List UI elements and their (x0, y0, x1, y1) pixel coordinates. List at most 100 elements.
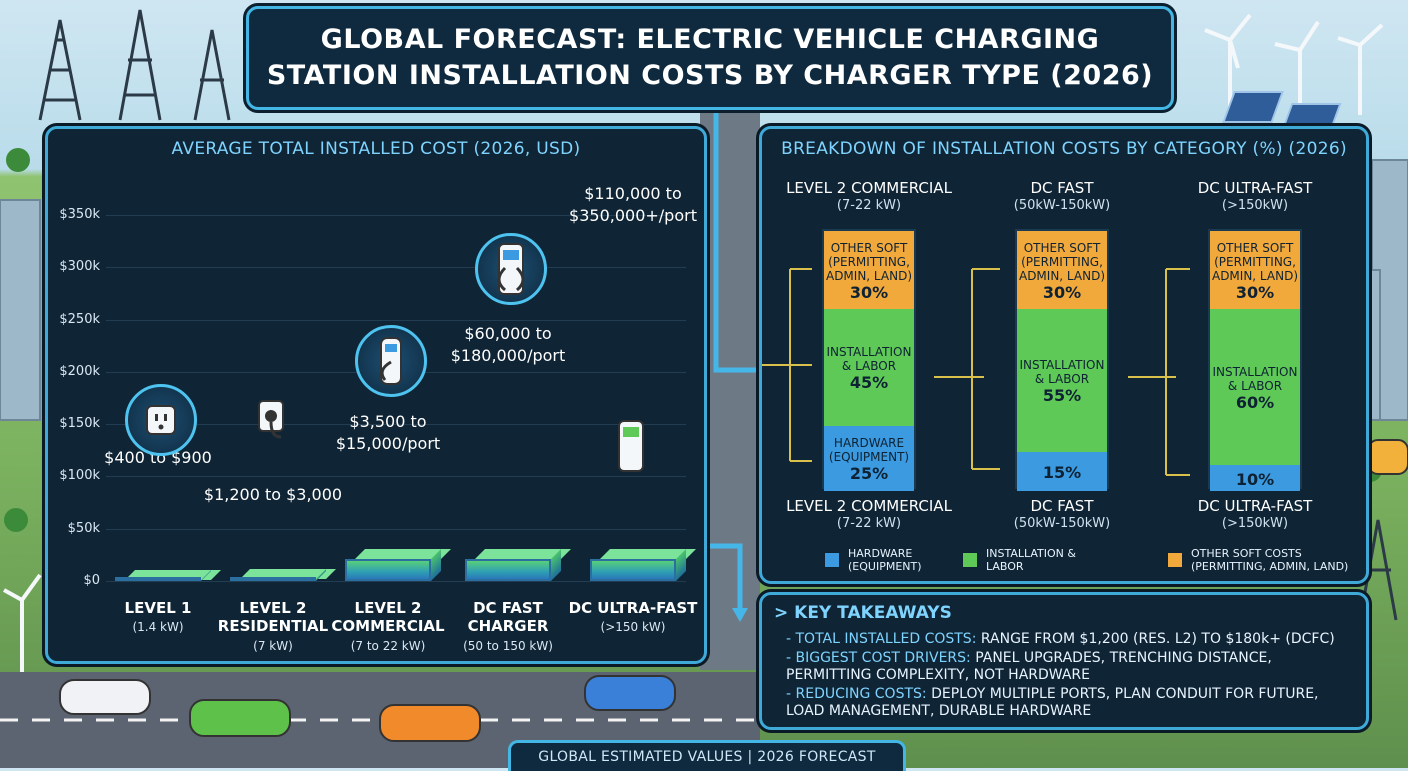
segment-percent: 30% (849, 282, 889, 302)
cost-range-label: $1,200 to $3,000 (203, 485, 343, 504)
y-tick-label: $100k (59, 468, 100, 484)
cost-range-label: $3,500 to $15,000/port (335, 412, 441, 453)
footer-banner: GLOBAL ESTIMATED VALUES | 2026 FORECAST (508, 740, 906, 771)
segment-percent: 60% (1235, 392, 1275, 412)
column-sub: (>150kW) (1221, 516, 1289, 531)
y-tick-label: $150k (59, 416, 100, 432)
legend-label: INSTALLATION & LABOR (986, 547, 1076, 573)
hardware-segment: 10% (1210, 465, 1300, 491)
column-sub: (50kW-150kW) (1013, 198, 1111, 213)
footer-text: GLOBAL ESTIMATED VALUES | 2026 FORECAST (538, 749, 876, 765)
legend-label: OTHER SOFT COSTS (PERMITTING, ADMIN, LAN… (1191, 547, 1349, 573)
category-label: DC ULTRA-FAST (568, 599, 698, 617)
column-header: LEVEL 2 COMMERCIAL (7-22 kW) (774, 497, 964, 533)
gridline (106, 476, 686, 478)
fast-charger-icon (475, 233, 547, 305)
column-sub: (7-22 kW) (836, 198, 902, 213)
installed-cost-title: AVERAGE TOTAL INSTALLED COST (2026, USD) (171, 139, 581, 159)
gridline (106, 581, 686, 582)
installation-segment: INSTALLATION & LABOR 45% (824, 309, 914, 426)
column-header: DC FAST (50kW-150kW) (967, 179, 1157, 215)
segment-label: INSTALLATION & LABOR (1212, 364, 1298, 393)
segment-label: INSTALLATION & LABOR (826, 345, 912, 373)
legend-item: INSTALLATION & LABOR (962, 547, 1112, 573)
breakdown-title: BREAKDOWN OF INSTALLATION COSTS BY CATEG… (781, 139, 1347, 159)
installed-cost-panel: AVERAGE TOTAL INSTALLED COST (2026, USD)… (45, 126, 707, 664)
takeaway-text: DEPLOY MULTIPLE PORTS, PLAN CONDUIT FOR … (786, 686, 1319, 719)
takeaway-label: - TOTAL INSTALLED COSTS: (786, 631, 977, 647)
segment-percent: 30% (1235, 282, 1275, 302)
flow-arrow (934, 268, 1000, 470)
legend-label: HARDWARE (EQUIPMENT) (848, 547, 922, 573)
takeaway-text: PANEL UPGRADES, TRENCHING DISTANCE, PERM… (786, 650, 1272, 683)
soft-segment: OTHER SOFT (PERMITTING, ADMIN, LAND) 30% (1017, 231, 1107, 309)
y-tick-label: $350k (59, 207, 100, 222)
flow-arrow (1128, 268, 1190, 476)
column-sub: (>150kW) (1221, 198, 1289, 213)
takeaway-text: RANGE FROM $1,200 (RES. L2) TO $180k+ (D… (976, 631, 1335, 647)
takeaway-item: - REDUCING COSTS: DEPLOY MULTIPLE PORTS,… (786, 686, 1356, 720)
gridline (106, 215, 686, 216)
takeaway-label: - BIGGEST COST DRIVERS: (786, 650, 971, 666)
column-header: LEVEL 2 COMMERCIAL (7-22 kW) (774, 179, 964, 215)
pedestal-charger-icon (355, 325, 427, 397)
column-name: DC ULTRA-FAST (1197, 497, 1313, 515)
cost-bar-front (230, 576, 316, 581)
takeaway-item: - TOTAL INSTALLED COSTS: RANGE FROM $1,2… (786, 631, 1356, 648)
takeaway-item: - BIGGEST COST DRIVERS: PANEL UPGRADES, … (786, 650, 1356, 684)
ultra-fast-charger-icon (611, 419, 651, 477)
gridline (106, 267, 686, 269)
y-tick-label: $200k (59, 363, 100, 379)
installation-segment: INSTALLATION & LABOR 60% (1210, 309, 1300, 465)
segment-label: HARDWARE (EQUIPMENT) (828, 436, 910, 464)
key-takeaways-heading: > KEY TAKEAWAYS (774, 603, 952, 623)
category-sublabel: (7 kW) (253, 639, 293, 653)
category-label: DC FAST CHARGER (467, 599, 549, 635)
cost-range-label: $110,000 to $350,000+/port (569, 184, 697, 225)
key-takeaways-panel: > KEY TAKEAWAYS - TOTAL INSTALLED COSTS:… (759, 592, 1369, 730)
category-sublabel: (7 to 22 kW) (350, 639, 426, 653)
column-name: DC ULTRA-FAST (1197, 179, 1313, 197)
legend-item: OTHER SOFT COSTS (PERMITTING, ADMIN, LAN… (1167, 547, 1357, 573)
cost-bar-front (465, 559, 551, 581)
column-name: LEVEL 2 COMMERCIAL (786, 179, 952, 197)
category-label: LEVEL 2 RESIDENTIAL (217, 599, 329, 635)
segment-label: OTHER SOFT (PERMITTING, ADMIN, LAND) (1018, 240, 1105, 283)
legend-swatch (962, 552, 978, 568)
column-name: LEVEL 2 COMMERCIAL (786, 497, 952, 515)
gridline (106, 424, 686, 426)
page-title: GLOBAL FORECAST: ELECTRIC VEHICLE CHARGI… (266, 24, 1154, 91)
y-tick-label: $300k (59, 259, 100, 275)
cost-breakdown-stack: OTHER SOFT (PERMITTING, ADMIN, LAND) 30% I… (1015, 229, 1109, 491)
segment-percent: 25% (849, 464, 889, 483)
column-header: DC FAST (50kW-150kW) (967, 497, 1157, 533)
breakdown-panel: BREAKDOWN OF INSTALLATION COSTS BY CATEG… (759, 126, 1369, 584)
gridline (106, 319, 686, 321)
wall-charger-icon (251, 397, 291, 445)
takeaway-label: - REDUCING COSTS: (786, 686, 927, 702)
segment-percent: 10% (1235, 469, 1275, 489)
column-header: DC ULTRA-FAST (>150kW) (1160, 179, 1350, 215)
cost-bar (345, 549, 451, 581)
cost-breakdown-stack: OTHER SOFT (PERMITTING, ADMIN, LAND) 30% I… (1208, 229, 1302, 491)
cost-range-label: $400 to $900 (104, 448, 212, 467)
column-sub: (50kW-150kW) (1013, 516, 1111, 531)
soft-segment: OTHER SOFT (PERMITTING, ADMIN, LAND) 30% (824, 231, 914, 309)
segment-label: INSTALLATION & LABOR (1019, 358, 1105, 386)
gridline (106, 528, 686, 530)
cost-bar (590, 549, 696, 581)
column-header: DC ULTRA-FAST (>150kW) (1160, 497, 1350, 533)
cost-bar-front (345, 559, 431, 581)
column-name: DC FAST (1030, 179, 1094, 197)
cost-range-label: $60,000 to $180,000/port (450, 324, 566, 365)
flow-arrow (762, 268, 812, 462)
y-tick-label: $50k (67, 520, 100, 536)
flow-arrows (762, 268, 1190, 476)
title-banner: GLOBAL FORECAST: ELECTRIC VEHICLE CHARGI… (246, 6, 1174, 110)
cost-bar (115, 570, 221, 581)
segment-percent: 15% (1042, 463, 1082, 482)
hardware-segment: 15% (1017, 452, 1107, 491)
outlet-icon (125, 384, 197, 456)
legend-swatch (824, 552, 840, 568)
segment-percent: 30% (1042, 282, 1082, 302)
